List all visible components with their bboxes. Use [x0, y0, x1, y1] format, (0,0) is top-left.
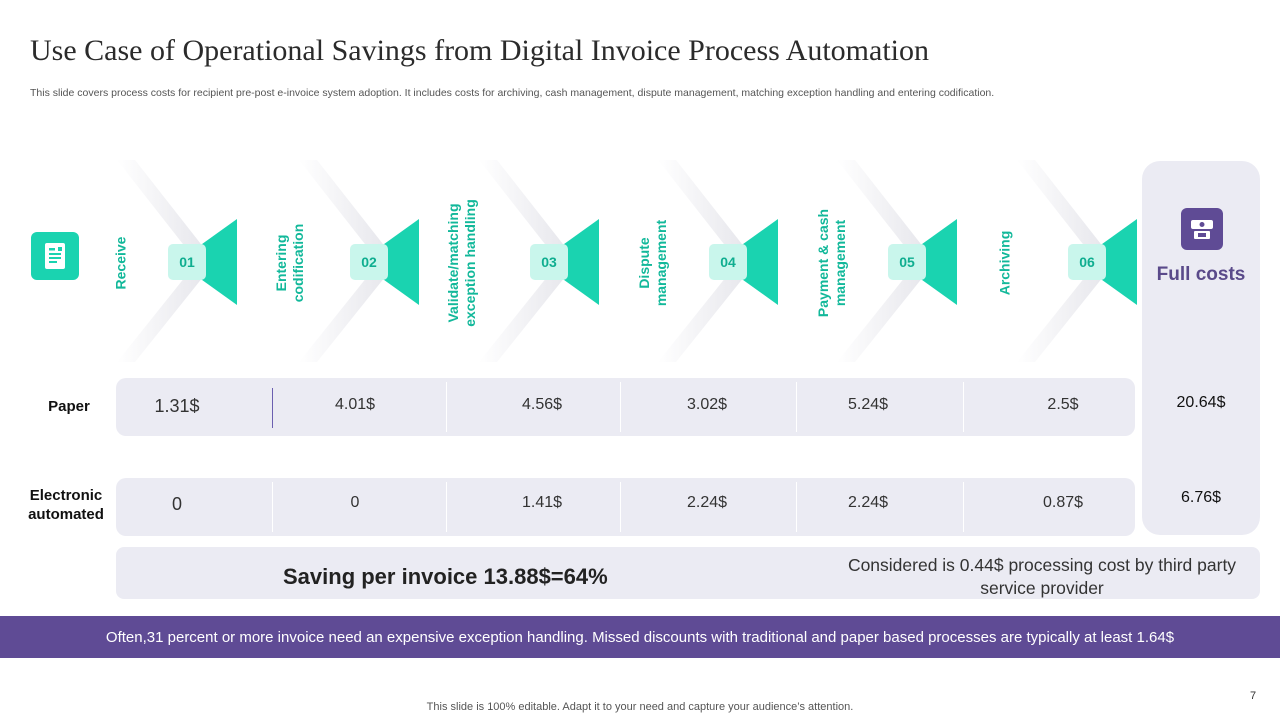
- electronic-cell: 0: [350, 494, 360, 511]
- step-number: 01: [168, 244, 206, 280]
- step-number: 05: [888, 244, 926, 280]
- paper-row-bar: [116, 378, 1135, 436]
- column-divider: [963, 482, 964, 532]
- column-divider: [796, 382, 797, 432]
- page-title: Use Case of Operational Savings from Dig…: [30, 34, 929, 67]
- full-costs-paper: 20.64$: [1176, 394, 1226, 411]
- step-triangle: [1077, 219, 1137, 305]
- paper-cell: 2.5$: [1047, 396, 1079, 413]
- page-subtitle: This slide covers process costs for reci…: [30, 87, 995, 99]
- step-chevron: [479, 160, 577, 362]
- step-triangle: [359, 219, 419, 305]
- saving-text: Saving per invoice 13.88$=64%: [283, 564, 608, 589]
- step-number: 04: [709, 244, 747, 280]
- step-number: 03: [530, 244, 568, 280]
- step-triangle: [897, 219, 957, 305]
- column-divider: [796, 482, 797, 532]
- processing-cost-note: Considered is 0.44$ processing cost by t…: [847, 555, 1237, 598]
- paper-cell: 4.01$: [334, 396, 376, 413]
- step-chevron: [658, 160, 756, 362]
- step-triangle: [539, 219, 599, 305]
- step-chevron: [1017, 160, 1115, 362]
- step-triangle: [177, 219, 237, 305]
- column-divider: [272, 482, 273, 532]
- step-label: Payment & cash management: [815, 208, 848, 318]
- saving-bar: [116, 547, 1260, 599]
- step-label: Validate/matching exception handling: [445, 199, 478, 327]
- column-divider: [963, 382, 964, 432]
- column-divider: [272, 388, 273, 428]
- step-label: Receive: [112, 236, 129, 290]
- step-number: 06: [1068, 244, 1106, 280]
- full-costs-electronic: 6.76$: [1180, 489, 1222, 506]
- column-divider: [620, 382, 621, 432]
- footer-text: This slide is 100% editable. Adapt it to…: [426, 701, 854, 713]
- row-label-paper: Paper: [48, 398, 90, 415]
- step-chevron: [117, 160, 215, 362]
- paper-cell: 1.31$: [154, 396, 200, 416]
- page-number: 7: [1250, 690, 1257, 702]
- step-number: 02: [350, 244, 388, 280]
- column-divider: [620, 482, 621, 532]
- step-triangle: [718, 219, 778, 305]
- electronic-cell: 0: [171, 494, 183, 514]
- electronic-cell: 1.41$: [521, 494, 563, 511]
- electronic-cell: 2.24$: [686, 494, 728, 511]
- info-banner: Often,31 percent or more invoice need an…: [0, 616, 1280, 658]
- electronic-cell: 2.24$: [847, 494, 889, 511]
- row-label-electronic: Electronic automated: [28, 487, 104, 523]
- step-label: Archiving: [996, 230, 1013, 296]
- step-label: Dispute management: [636, 219, 669, 307]
- paper-cell: 4.56$: [521, 396, 563, 413]
- column-divider: [446, 382, 447, 432]
- process-chevrons: [117, 160, 1137, 362]
- info-banner-text: Often,31 percent or more invoice need an…: [105, 628, 1175, 646]
- electronic-row-bar: [116, 478, 1135, 536]
- paper-cell: 3.02$: [686, 396, 728, 413]
- step-chevron: [837, 160, 935, 362]
- step-label: Entering codification: [273, 223, 306, 303]
- paper-cell: 5.24$: [847, 396, 889, 413]
- electronic-cell: 0.87$: [1042, 494, 1084, 511]
- column-divider: [446, 482, 447, 532]
- money-icon: [1181, 208, 1223, 250]
- document-icon: [31, 232, 79, 280]
- step-chevron: [299, 160, 397, 362]
- full-costs-label: Full costs: [1156, 264, 1246, 285]
